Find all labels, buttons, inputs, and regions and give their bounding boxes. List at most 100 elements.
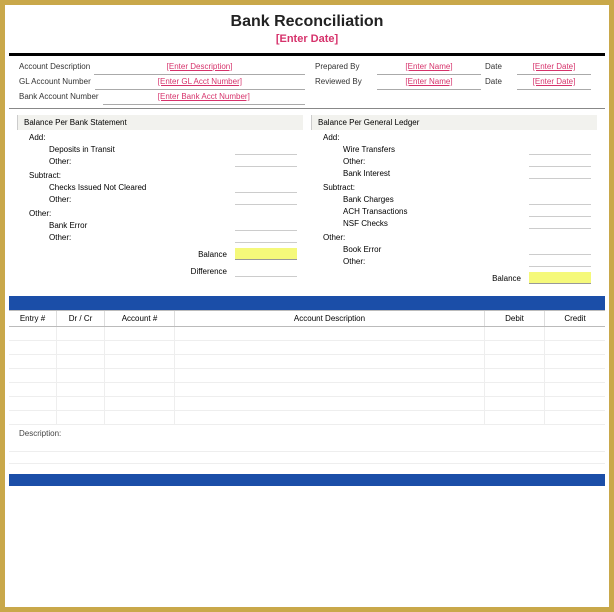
- gl-input[interactable]: [Enter GL Acct Number]: [95, 75, 305, 90]
- amount-input[interactable]: [235, 157, 297, 167]
- item-label: Book Error: [343, 245, 525, 255]
- amount-input[interactable]: [529, 145, 591, 155]
- bank-label: Bank Account Number: [19, 90, 99, 105]
- amount-input[interactable]: [235, 221, 297, 231]
- description-line[interactable]: [9, 452, 605, 464]
- date-input[interactable]: [Enter Date]: [517, 60, 591, 75]
- table-row[interactable]: [9, 411, 605, 425]
- difference-row: Difference: [17, 262, 303, 279]
- line-item: Other:: [311, 256, 597, 268]
- amount-input[interactable]: [529, 219, 591, 229]
- journal-table-header: Entry # Dr / Cr Account # Account Descri…: [9, 310, 605, 327]
- bank-add-label: Add:: [17, 130, 303, 144]
- line-item: Bank Interest: [311, 168, 597, 180]
- gl-col-header: Balance Per General Ledger: [311, 115, 597, 130]
- table-row[interactable]: [9, 341, 605, 355]
- item-label: NSF Checks: [343, 219, 525, 229]
- line-item: Deposits in Transit: [17, 144, 303, 156]
- section-band: [9, 296, 605, 310]
- item-label: Bank Interest: [343, 169, 525, 179]
- item-label: Other:: [49, 195, 231, 205]
- col-debit: Debit: [485, 311, 545, 326]
- item-label: Other:: [343, 257, 525, 267]
- info-row-1: Account Description [Enter Description] …: [9, 60, 605, 75]
- prepared-by-input[interactable]: [Enter Name]: [377, 60, 481, 75]
- balance-label: Balance: [49, 250, 235, 259]
- balance-value: [235, 248, 297, 260]
- info-row-2: GL Account Number [Enter GL Acct Number]…: [9, 75, 605, 90]
- balance-label: Balance: [343, 274, 529, 283]
- difference-value: [235, 266, 297, 277]
- date-placeholder[interactable]: [Enter Date]: [9, 33, 605, 45]
- amount-input[interactable]: [529, 245, 591, 255]
- item-label: Bank Error: [49, 221, 231, 231]
- line-item: Bank Error: [17, 220, 303, 232]
- amount-input[interactable]: [235, 233, 297, 243]
- amount-input[interactable]: [235, 195, 297, 205]
- bank-sub-label: Subtract:: [17, 168, 303, 182]
- date-label: Date: [485, 60, 513, 75]
- line-item: Other:: [17, 232, 303, 244]
- item-label: Wire Transfers: [343, 145, 525, 155]
- col-description: Account Description: [175, 311, 485, 326]
- journal-table-body: [9, 327, 605, 425]
- gl-sub-label: Subtract:: [311, 180, 597, 194]
- col-credit: Credit: [545, 311, 605, 326]
- col-entry: Entry #: [9, 311, 57, 326]
- item-label: Deposits in Transit: [49, 145, 231, 155]
- line-item: Checks Issued Not Cleared: [17, 182, 303, 194]
- divider-thick: [9, 53, 605, 56]
- prepared-by-label: Prepared By: [315, 60, 373, 75]
- amount-input[interactable]: [529, 157, 591, 167]
- amount-input[interactable]: [529, 207, 591, 217]
- gl-add-label: Add:: [311, 130, 597, 144]
- line-item: NSF Checks: [311, 218, 597, 230]
- item-label: Checks Issued Not Cleared: [49, 183, 231, 193]
- bank-col-header: Balance Per Bank Statement: [17, 115, 303, 130]
- line-item: Wire Transfers: [311, 144, 597, 156]
- line-item: Book Error: [311, 244, 597, 256]
- table-row[interactable]: [9, 369, 605, 383]
- item-label: Other:: [49, 157, 231, 167]
- amount-input[interactable]: [235, 183, 297, 193]
- line-item: ACH Transactions: [311, 206, 597, 218]
- balance-row: Balance: [17, 244, 303, 262]
- item-label: Bank Charges: [343, 195, 525, 205]
- reviewed-by-label: Reviewed By: [315, 75, 373, 90]
- col-drcr: Dr / Cr: [57, 311, 105, 326]
- date2-label: Date: [485, 75, 513, 90]
- acct-desc-input[interactable]: [Enter Description]: [94, 60, 305, 75]
- balance-row: Balance: [311, 268, 597, 286]
- item-label: ACH Transactions: [343, 207, 525, 217]
- date2-input[interactable]: [Enter Date]: [517, 75, 591, 90]
- description-label: Description:: [9, 425, 605, 440]
- divider-thin: [9, 108, 605, 109]
- item-label: Other:: [49, 233, 231, 243]
- recon-columns: Balance Per Bank Statement Add: Deposits…: [9, 115, 605, 286]
- table-row[interactable]: [9, 327, 605, 341]
- footer-band: [9, 474, 605, 486]
- page-title: Bank Reconciliation: [9, 13, 605, 31]
- amount-input[interactable]: [529, 195, 591, 205]
- amount-input[interactable]: [529, 169, 591, 179]
- title-block: Bank Reconciliation [Enter Date]: [9, 9, 605, 47]
- gl-col: Balance Per General Ledger Add: Wire Tra…: [311, 115, 597, 286]
- col-account: Account #: [105, 311, 175, 326]
- difference-label: Difference: [49, 267, 235, 276]
- amount-input[interactable]: [235, 145, 297, 155]
- bank-statement-col: Balance Per Bank Statement Add: Deposits…: [17, 115, 303, 286]
- line-item: Bank Charges: [311, 194, 597, 206]
- amount-input[interactable]: [529, 257, 591, 267]
- table-row[interactable]: [9, 397, 605, 411]
- line-item: Other:: [311, 156, 597, 168]
- bank-other-label: Other:: [17, 206, 303, 220]
- balance-value: [529, 272, 591, 284]
- bank-input[interactable]: [Enter Bank Acct Number]: [103, 90, 305, 105]
- line-item: Other:: [17, 194, 303, 206]
- description-line[interactable]: [9, 440, 605, 452]
- reviewed-by-input[interactable]: [Enter Name]: [377, 75, 481, 90]
- gl-label: GL Account Number: [19, 75, 91, 90]
- table-row[interactable]: [9, 383, 605, 397]
- document-frame: Bank Reconciliation [Enter Date] Account…: [0, 0, 614, 612]
- table-row[interactable]: [9, 355, 605, 369]
